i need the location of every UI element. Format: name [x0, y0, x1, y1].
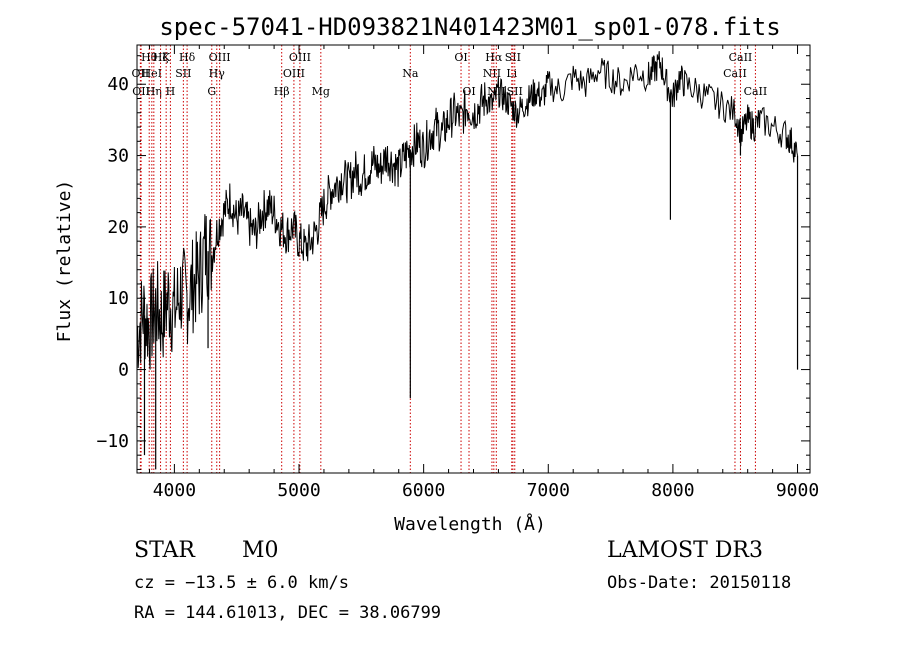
sky-coordinates: RA = 144.61013, DEC = 38.06799 — [134, 603, 442, 623]
line-label-4: Hη — [146, 85, 162, 98]
survey-name: LAMOST DR3 — [607, 538, 763, 563]
line-label-0: OII — [132, 67, 150, 80]
line-label-17: Na — [402, 67, 419, 80]
line-label-23: Li — [506, 67, 517, 80]
line-label-21: Hα — [485, 51, 503, 64]
line-label-13: Hβ — [274, 85, 290, 98]
line-label-27: CaII — [729, 51, 753, 64]
y-tick-label-1: 0 — [118, 360, 129, 381]
object-subclass: M0 — [242, 538, 279, 563]
plot-frame — [136, 44, 811, 474]
line-label-11: Hγ — [209, 67, 226, 80]
y-tick-label-5: 40 — [107, 74, 129, 95]
x-tick-label-1: 5000 — [277, 480, 320, 501]
line-label-14: OIII — [283, 67, 305, 80]
axis-ticks: 4000 5000 6000 7000 8000 9000 −10 0 10 20 30 40 — [96, 45, 819, 501]
flux-line — [136, 51, 798, 370]
redshift-velocity: cz = −13.5 ± 6.0 km/s — [134, 573, 349, 593]
line-label-10: G — [207, 85, 216, 98]
line-label-25: SII — [507, 85, 523, 98]
y-axis-label: Flux (relative) — [54, 180, 75, 343]
flux-series — [136, 51, 799, 470]
y-tick-label-4: 30 — [107, 146, 129, 167]
object-class: STAR — [134, 538, 195, 563]
x-tick-label-3: 7000 — [527, 480, 570, 501]
line-label-19: OI — [462, 85, 475, 98]
line-label-28: CaII — [744, 85, 768, 98]
x-axis-label: Wavelength (Å) — [394, 513, 546, 535]
line-label-15: OIII — [289, 51, 311, 64]
x-tick-label-5: 9000 — [776, 480, 819, 501]
line-label-24: SII — [505, 51, 521, 64]
line-label-12: OIII — [209, 51, 231, 64]
y-tick-label-2: 10 — [107, 288, 129, 309]
observation-date: Obs-Date: 20150118 — [607, 573, 792, 593]
line-label-6: K — [162, 51, 171, 64]
line-label-2: Hθ — [141, 51, 158, 64]
line-label-8: SII — [175, 67, 191, 80]
y-tick-label-3: 20 — [107, 217, 129, 238]
line-label-3: HeI — [142, 67, 162, 80]
line-label-5: Hζ — [153, 51, 169, 64]
line-label-9: Hδ — [179, 51, 196, 64]
line-label-18: OI — [454, 51, 467, 64]
chart-title: spec-57041-HD093821N401423M01_sp01-078.f… — [159, 13, 780, 41]
x-tick-label-0: 4000 — [153, 480, 196, 501]
x-tick-label-4: 8000 — [651, 480, 694, 501]
line-label-26: CaII — [723, 67, 747, 80]
spectral-line-markers: OIIOIIHθHeIHηHζKHSIIHδGHγOIIIHβOIIIOIIIM… — [132, 45, 768, 473]
line-label-16: Mg — [312, 85, 330, 98]
x-tick-label-2: 6000 — [402, 480, 445, 501]
y-tick-label-0: −10 — [96, 431, 129, 452]
line-label-7: H — [166, 85, 176, 98]
